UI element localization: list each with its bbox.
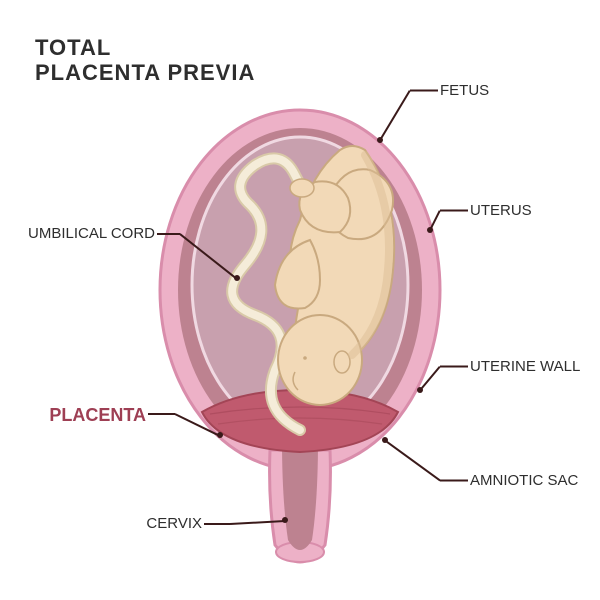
label-uterus: UTERUS xyxy=(470,202,532,219)
leader-dot xyxy=(217,432,223,438)
label-amniotic-sac: AMNIOTIC SAC xyxy=(470,472,578,489)
label-uterine-wall: UTERINE WALL xyxy=(470,358,580,375)
leader-dot xyxy=(234,275,240,281)
leader-segment xyxy=(148,413,175,415)
leader-dot xyxy=(377,137,383,143)
anatomy-illustration xyxy=(0,0,600,600)
leader-segment xyxy=(204,523,230,525)
label-placenta: PLACENTA xyxy=(49,405,146,426)
leader-segment xyxy=(440,210,468,212)
leader-dot xyxy=(282,517,288,523)
leader-segment xyxy=(440,480,468,482)
label-umbilical-cord: UMBILICAL CORD xyxy=(28,225,155,242)
leader-dot xyxy=(382,437,388,443)
leader-dot xyxy=(417,387,423,393)
leader-segment xyxy=(157,233,180,235)
leader-dot xyxy=(427,227,433,233)
cervical-canal xyxy=(282,440,318,550)
label-cervix: CERVIX xyxy=(146,515,202,532)
leader-segment xyxy=(410,90,438,92)
leader-segment xyxy=(440,366,468,368)
diagram-canvas: TOTAL PLACENTA PREVIA xyxy=(0,0,600,600)
label-fetus: FETUS xyxy=(440,82,489,99)
